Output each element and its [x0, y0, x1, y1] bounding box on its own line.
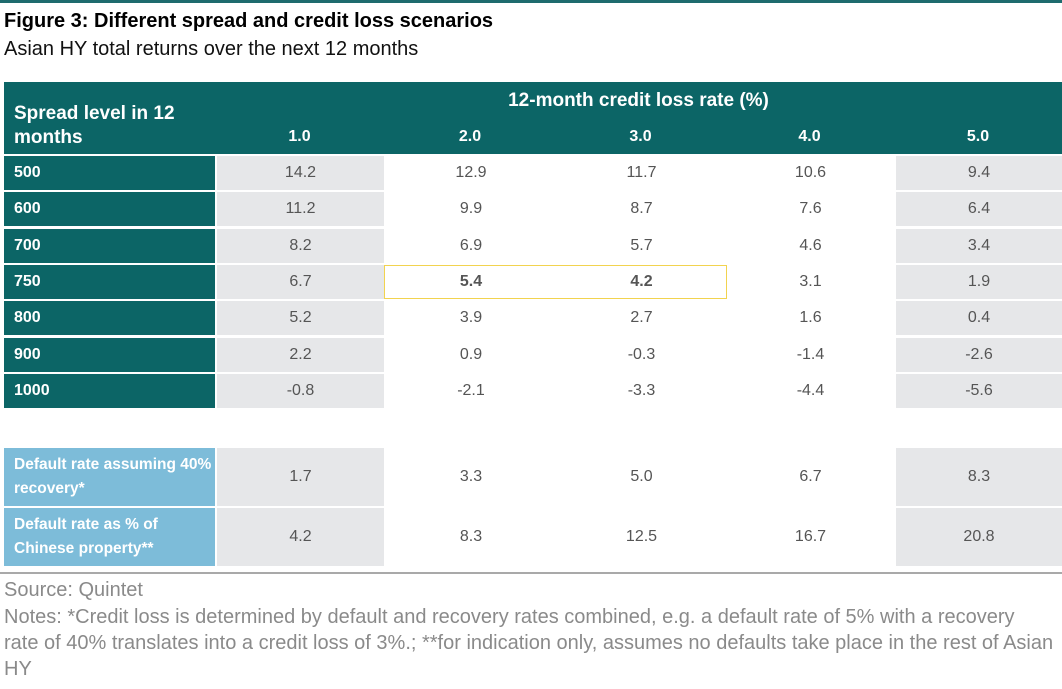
table-cell: 5.0	[558, 448, 725, 506]
table-cell: 0.9	[386, 337, 556, 372]
table-row: 600 11.2 9.9 8.7 7.6 6.4	[4, 192, 1062, 227]
table-row: 900 2.2 0.9 -0.3 -1.4 -2.6	[4, 337, 1062, 372]
table-cell: 7.6	[727, 192, 894, 227]
table-cell: -5.6	[896, 373, 1062, 408]
table-cell: 8.7	[558, 192, 725, 227]
table-cell: 12.9	[386, 156, 556, 190]
table-cell: -0.8	[217, 373, 384, 408]
table-cell: 1.7	[217, 448, 384, 506]
table-cell: 16.7	[727, 508, 894, 566]
table-row: 1000 -0.8 -2.1 -3.3 -4.4 -5.6	[4, 373, 1062, 408]
table-cell: 11.7	[558, 156, 725, 190]
table-cell: 8.3	[896, 448, 1062, 506]
table-cell: 2.7	[558, 301, 725, 336]
table-cell: 3.1	[727, 264, 894, 299]
row-label: Default rate as % of Chinese property**	[4, 508, 215, 566]
table-cell: 10.6	[727, 156, 894, 190]
table-cell: -2.1	[386, 373, 556, 408]
row-label: 1000	[4, 373, 215, 408]
notes-text: Notes: *Credit loss is determined by def…	[4, 606, 1054, 680]
table-cell: 1.9	[896, 264, 1062, 299]
table-cell: -2.6	[896, 337, 1062, 372]
table-cell: 4.2	[217, 508, 384, 566]
row-label: Default rate assuming 40% recovery*	[4, 448, 215, 506]
table-cell: 11.2	[217, 192, 384, 227]
row-header-label: Spread level in 12 months	[14, 103, 175, 148]
column-header: 4.0	[798, 128, 821, 145]
table-cell: 6.7	[217, 264, 384, 299]
table-cell: 6.9	[386, 228, 556, 263]
table-cell: 3.3	[386, 448, 556, 506]
table-cell: 0.4	[896, 301, 1062, 336]
table-cell: 4.2	[558, 264, 725, 299]
table-cell: 1.6	[727, 301, 894, 336]
row-label: 900	[4, 337, 215, 372]
column-header: 1.0	[288, 128, 311, 145]
table-cell: 20.8	[896, 508, 1062, 566]
row-label: 800	[4, 301, 215, 336]
highlight-box	[384, 264, 727, 299]
row-label: 600	[4, 192, 215, 227]
table-row: Default rate assuming 40% recovery* 1.7 3.…	[4, 448, 1062, 506]
table-cell: 3.9	[386, 301, 556, 336]
table-cell: 12.5	[558, 508, 725, 566]
table-header: Spread level in 12 months 12-month credi…	[4, 82, 1062, 154]
column-header: 3.0	[629, 128, 652, 145]
table-cell: 8.2	[217, 228, 384, 263]
table-row: Default rate as % of Chinese property** 4…	[4, 508, 1062, 566]
table-cell: 4.6	[727, 228, 894, 263]
table-cell: -3.3	[558, 373, 725, 408]
column-group-label: 12-month credit loss rate (%)	[508, 90, 769, 111]
figure-subtitle: Asian HY total returns over the next 12 …	[4, 38, 419, 60]
row-label: 500	[4, 156, 215, 190]
row-label: 700	[4, 228, 215, 263]
source-text: Source: Quintet	[4, 579, 143, 601]
table-cell: 5.2	[217, 301, 384, 336]
column-header: 2.0	[458, 128, 482, 145]
column-header: 5.0	[966, 128, 990, 145]
table-cell: 8.3	[386, 508, 556, 566]
top-rule	[0, 0, 1062, 3]
footer-rule	[0, 572, 1062, 574]
table-cell: 5.7	[558, 228, 725, 263]
table-row: 700 8.2 6.9 5.7 4.6 3.4	[4, 228, 1062, 263]
table-row: 800 5.2 3.9 2.7 1.6 0.4	[4, 301, 1062, 336]
table-cell: 6.4	[896, 192, 1062, 227]
table-cell: -4.4	[727, 373, 894, 408]
table-row: 500 14.2 12.9 11.7 10.6 9.4	[4, 156, 1062, 190]
row-label: 750	[4, 264, 215, 299]
table-cell: 9.4	[896, 156, 1062, 190]
table-cell: 3.4	[896, 228, 1062, 263]
table-row: 750 6.7 5.4 4.2 3.1 1.9	[4, 264, 1062, 299]
figure-title: Figure 3: Different spread and credit lo…	[4, 10, 494, 32]
table-cell: 9.9	[386, 192, 556, 227]
table-cell: 6.7	[727, 448, 894, 506]
table-cell: -1.4	[727, 337, 894, 372]
table-cell: 14.2	[217, 156, 384, 190]
table-cell: -0.3	[558, 337, 725, 372]
table-cell: 2.2	[217, 337, 384, 372]
table-cell: 5.4	[386, 264, 556, 299]
